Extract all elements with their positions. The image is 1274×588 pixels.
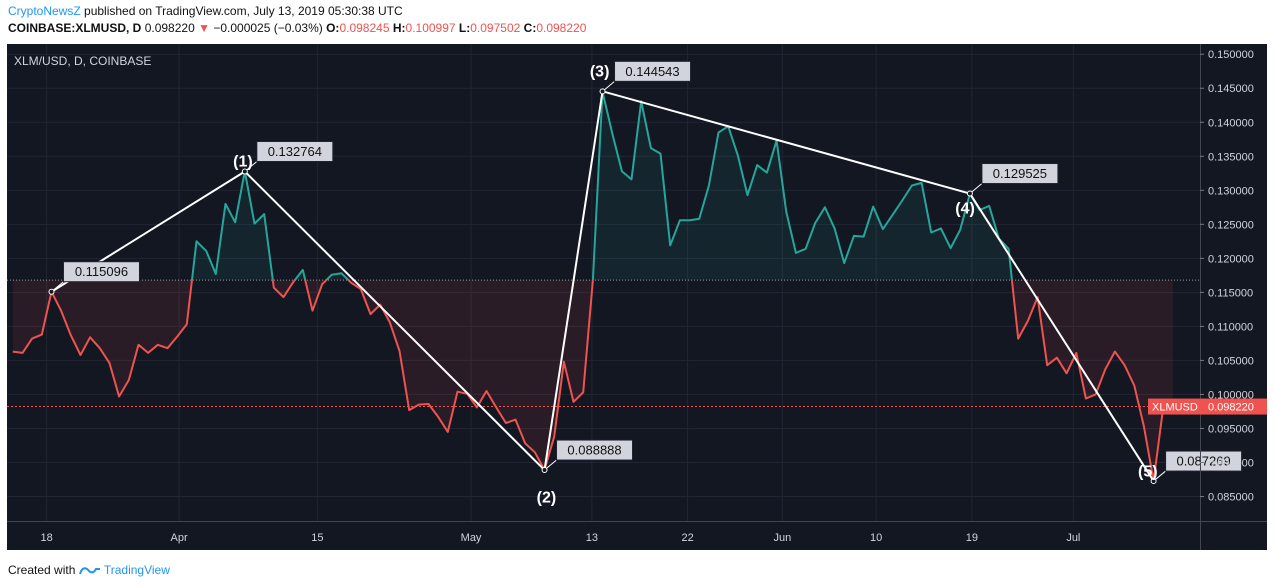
trend-line	[244, 170, 546, 471]
price-tick-label: 0.140000	[1208, 117, 1254, 129]
footer: Created with TradingView	[8, 563, 170, 577]
price-tick-label: 0.095000	[1208, 423, 1254, 435]
callout-box	[62, 261, 140, 283]
close-value: 0.098220	[536, 21, 587, 35]
time-tick-label: 22	[681, 532, 693, 544]
wave-label: (5)	[1138, 464, 1158, 481]
trend-line	[969, 192, 1155, 482]
open-value: 0.098245	[339, 21, 390, 35]
chart-canvas[interactable]: 0.115096 0.132764 0.088888 0.144543 0.129525…	[7, 44, 1267, 550]
time-tick-label: Apr	[171, 532, 188, 544]
created-with-text: Created with	[8, 563, 76, 577]
price-tick-label: 0.145000	[1208, 83, 1254, 95]
ohlc-bar: COINBASE:XLMUSD, D 0.098220 ▼ −0.000025 …	[8, 21, 586, 35]
callout-box	[256, 140, 334, 162]
trend-line	[602, 90, 971, 195]
publish-header: CryptoNewsZ published on TradingView.com…	[8, 4, 403, 18]
high-label: H:	[392, 21, 406, 35]
price-tick-label: 0.120000	[1208, 253, 1254, 265]
callout-anchor	[241, 168, 248, 175]
time-tick-label: May	[461, 532, 482, 544]
price-tick-label: 0.135000	[1208, 151, 1254, 163]
author-link[interactable]: CryptoNewsZ	[8, 4, 81, 18]
close-label: C:	[523, 21, 537, 35]
callout-anchor	[541, 467, 548, 474]
price-change: −0.000025 (−0.03%)	[213, 21, 323, 35]
callout-anchor	[599, 88, 606, 95]
price-tick-label: 0.085000	[1208, 492, 1254, 504]
change-down-icon: ▼	[198, 21, 210, 35]
time-tick-label: Jul	[1066, 532, 1080, 544]
price-tick-label: 0.125000	[1208, 219, 1254, 231]
time-axis: 18 Apr 15 May 13 22 Jun 10 19 Jul	[41, 532, 1081, 544]
area-fill-below	[12, 280, 1173, 481]
wave-label: (1)	[233, 153, 253, 170]
callout-value: 0.115096	[75, 264, 128, 279]
trend-lines	[50, 90, 1155, 482]
time-tick-label: 10	[870, 532, 882, 544]
callout-box	[1165, 450, 1243, 472]
current-symbol-label: XLMUSD	[1152, 402, 1198, 414]
trend-line	[543, 91, 604, 471]
high-value: 0.100997	[405, 21, 456, 35]
price-tick-label: 0.115000	[1208, 287, 1253, 299]
chart-title: XLM/USD, D, COINBASE	[14, 54, 151, 68]
price-tick-label: 0.150000	[1208, 49, 1254, 61]
price-tick-label: 0.110000	[1208, 321, 1253, 333]
last-price: 0.098220	[144, 21, 195, 35]
wave-label: (2)	[537, 490, 557, 507]
callout-box	[981, 163, 1059, 185]
price-chart[interactable]: 0.115096 0.132764 0.088888 0.144543 0.129525…	[7, 44, 1267, 550]
low-label: L:	[458, 21, 471, 35]
callout-value: 0.087269	[1176, 454, 1230, 469]
symbol-label: COINBASE:XLMUSD, D	[8, 21, 142, 35]
callout-box	[556, 439, 634, 461]
time-tick-label: 18	[41, 532, 53, 544]
callout-box	[614, 60, 692, 82]
area-fill-above	[12, 91, 1173, 281]
wave-label: (4)	[955, 200, 975, 217]
price-tick-label: 0.130000	[1208, 185, 1254, 197]
price-callouts: 0.115096 0.132764 0.088888 0.144543 0.129525…	[48, 60, 1243, 485]
time-tick-label: 13	[586, 532, 598, 544]
wave-label: (3)	[590, 64, 610, 81]
callout-value: 0.129525	[993, 166, 1047, 181]
price-tick-label: 0.105000	[1208, 355, 1254, 367]
price-tick-label: 0.100000	[1208, 389, 1254, 401]
time-tick-label: 15	[311, 532, 323, 544]
low-value: 0.097502	[470, 21, 521, 35]
tradingview-link[interactable]: TradingView	[103, 563, 170, 577]
wave-labels: (1) (2) (3) (4) (5)	[233, 64, 1157, 507]
current-price-label: 0.098220	[1208, 402, 1254, 414]
current-price-tag	[1148, 398, 1267, 415]
price-tick-label: 0.090000	[1208, 457, 1254, 469]
time-tick-label: 19	[966, 532, 978, 544]
open-label: O:	[326, 21, 340, 35]
callout-value: 0.088888	[567, 443, 621, 458]
callout-value: 0.132764	[268, 144, 322, 159]
callout-value: 0.144543	[625, 64, 679, 79]
price-axis: 0.085000 0.090000 0.095000 0.100000 0.105000…	[1200, 49, 1254, 504]
tradingview-logo-icon	[78, 567, 100, 575]
callout-anchor	[966, 190, 973, 197]
callout-anchor	[1150, 478, 1157, 485]
published-text: published on TradingView.com, July 13, 2…	[84, 4, 403, 18]
time-tick-label: Jun	[773, 532, 791, 544]
callout-anchor	[48, 288, 55, 295]
